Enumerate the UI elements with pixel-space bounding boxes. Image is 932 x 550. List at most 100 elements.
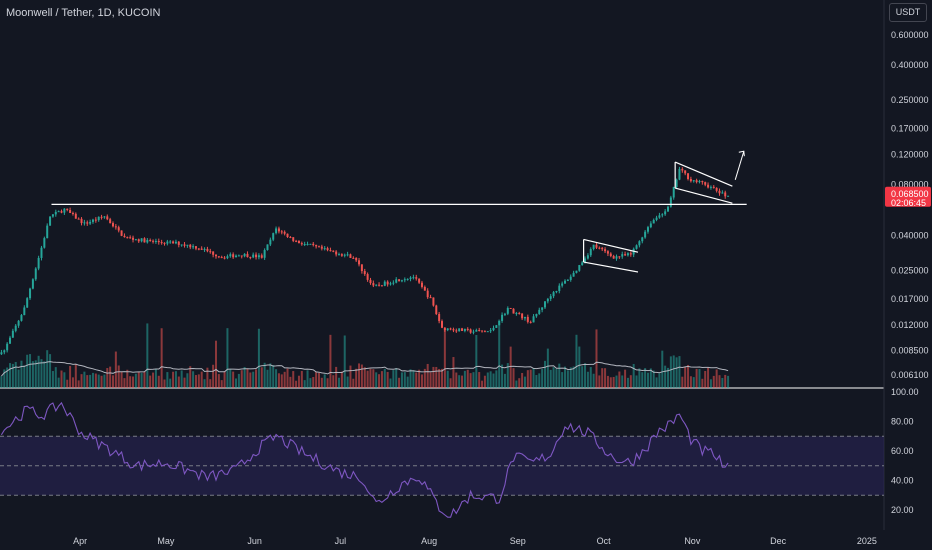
volume-bar [661, 350, 664, 388]
volume-bar [223, 371, 226, 388]
candle-body [303, 244, 306, 246]
volume-bar [406, 376, 409, 388]
candle-body [355, 257, 358, 261]
candle-body [69, 210, 72, 213]
candle-body [223, 257, 226, 259]
candle-body [423, 286, 426, 291]
volume-bar [338, 377, 341, 388]
candle-body [220, 256, 223, 258]
candle-body [687, 173, 690, 179]
volume-bar [346, 376, 349, 388]
volume-bar [277, 373, 280, 388]
candle-body [558, 285, 561, 292]
time-tick-label: May [157, 536, 175, 546]
candle-body [492, 327, 495, 331]
volume-bar [146, 323, 149, 388]
volume-bar [624, 369, 627, 388]
candle-body [6, 343, 9, 351]
candle-body [315, 245, 318, 247]
flag1-upper-line [583, 238, 639, 253]
candle-body [398, 279, 401, 282]
volume-bar [638, 368, 641, 388]
volume-bar [449, 378, 452, 388]
candle-body [543, 301, 546, 308]
volume-bar [17, 369, 20, 388]
volume-bar [615, 375, 618, 388]
volume-bar [329, 334, 332, 388]
volume-bar [426, 363, 429, 388]
volume-bar [212, 364, 215, 388]
volume-bar [100, 375, 103, 388]
candle-body [409, 277, 412, 279]
candle-body [535, 313, 538, 317]
currency-button[interactable]: USDT [889, 3, 927, 22]
candle-body [109, 219, 112, 224]
volume-bar [701, 378, 704, 388]
candle-body [489, 330, 492, 332]
candle-body [297, 240, 300, 244]
candle-body [106, 216, 109, 220]
time-tick-label: Jul [335, 536, 347, 546]
volume-bar [655, 377, 658, 388]
volume-bar [132, 376, 135, 388]
candle-body [578, 265, 581, 271]
candle-body [117, 227, 120, 231]
volume-bar [292, 371, 295, 388]
time-axis: Apr May Jun Jul Aug Sep Oct Nov Dec 2025 [73, 536, 877, 546]
volume-bar [63, 372, 66, 388]
candle-body [143, 238, 146, 243]
volume-bar [724, 374, 727, 388]
volume-bar [669, 356, 672, 388]
volume-bar [380, 371, 383, 388]
candle-body [97, 216, 100, 221]
volume-bar [712, 375, 715, 388]
volume-bar [260, 367, 263, 388]
volume-bar [658, 373, 661, 388]
volume-bar [206, 367, 209, 388]
candle-body [323, 248, 326, 250]
candle-body [538, 309, 541, 314]
volume-bar [157, 375, 160, 388]
volume-bar [340, 371, 343, 388]
candle-body [455, 330, 458, 332]
candle-body [569, 276, 572, 280]
volume-bar [312, 377, 315, 388]
volume-bar [323, 374, 326, 388]
volume-bar [681, 376, 684, 388]
candle-body [566, 279, 569, 281]
volume-bars [0, 319, 730, 388]
candle-body [626, 253, 629, 256]
volume-bar [589, 367, 592, 388]
volume-bar [692, 377, 695, 388]
volume-bar [177, 376, 180, 388]
volume-bar [512, 368, 515, 388]
volume-bar [569, 367, 572, 388]
volume-bar [386, 371, 389, 388]
volume-bar [31, 361, 34, 388]
volume-bar [23, 365, 26, 388]
candle-body [689, 178, 692, 182]
price-tick-label: 0.600000 [891, 30, 929, 40]
volume-bar [418, 369, 421, 388]
candle-body [486, 331, 489, 333]
volume-bar [286, 368, 289, 388]
volume-bar [475, 335, 478, 388]
candle-body [329, 250, 332, 252]
candle-body [552, 292, 555, 297]
candle-body [283, 231, 286, 234]
volume-bar [140, 373, 143, 388]
volume-bar [581, 366, 584, 388]
volume-bar [566, 370, 569, 388]
volume-bar [80, 374, 83, 388]
candle-body [29, 288, 32, 299]
candle-body [509, 307, 512, 309]
volume-bar [715, 369, 718, 388]
price-tick-label: 0.120000 [891, 149, 929, 159]
candle-body [652, 219, 655, 224]
volume-bar [358, 363, 361, 388]
volume-bar [180, 370, 183, 388]
volume-bar [395, 367, 398, 388]
volume-bar [509, 346, 512, 388]
volume-bar [495, 370, 498, 388]
